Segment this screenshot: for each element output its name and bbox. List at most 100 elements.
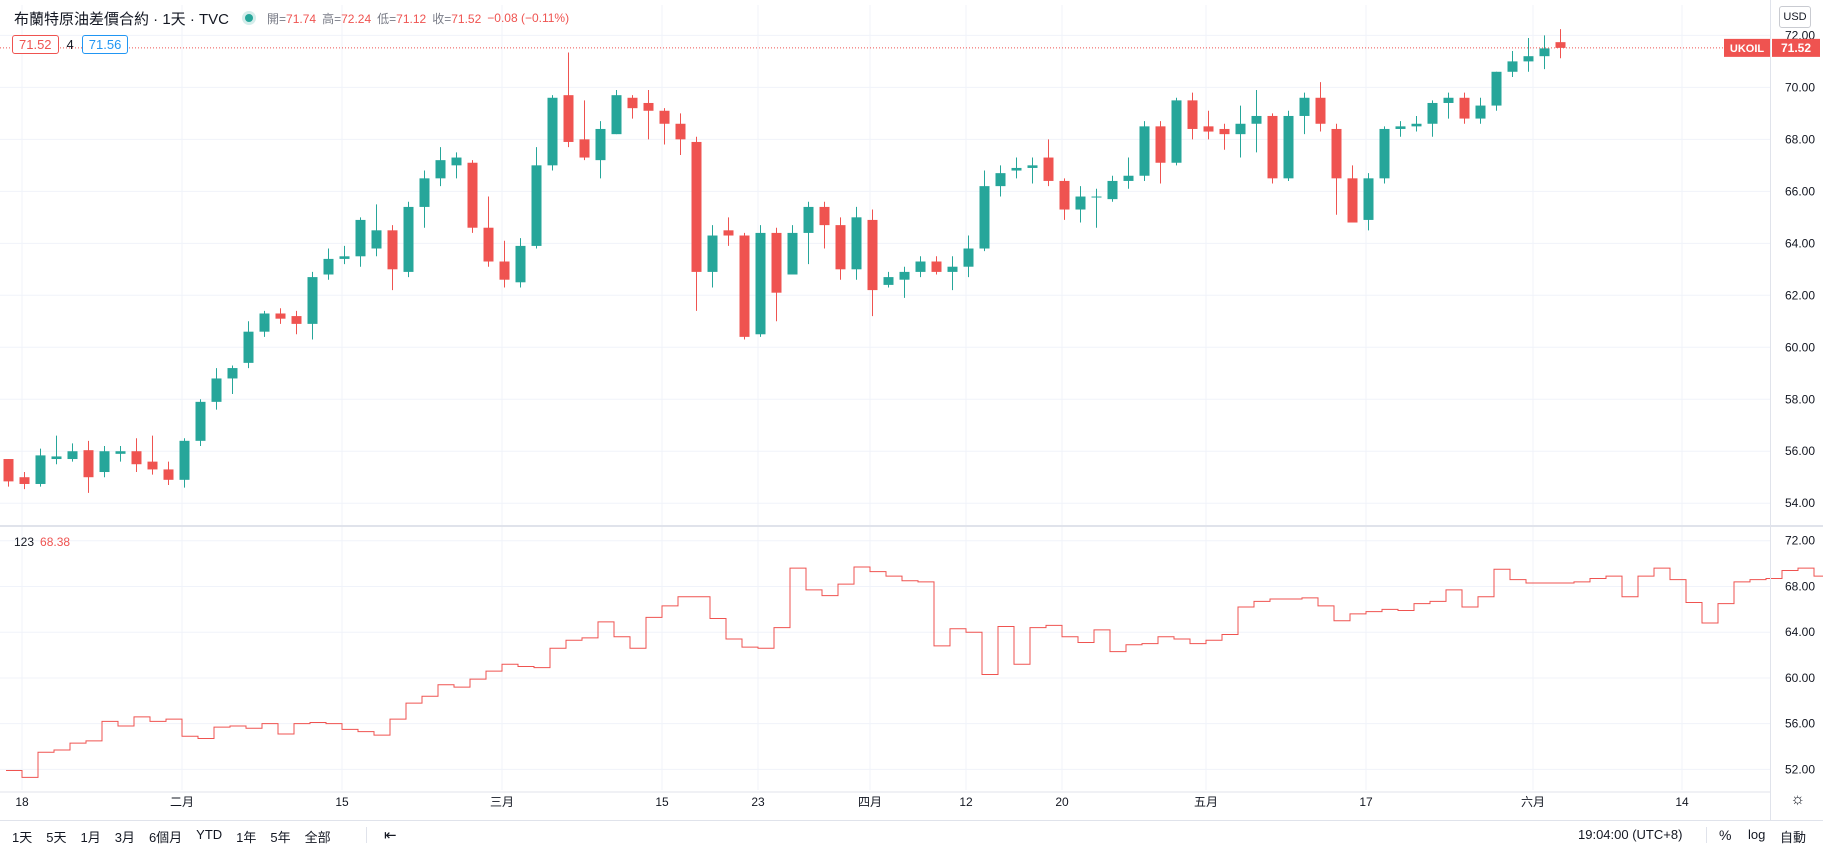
y-tick-label: 64.00: [1785, 236, 1815, 250]
candle-body: [899, 271, 910, 280]
candle-body: [147, 461, 158, 470]
candle-body: [1139, 126, 1150, 176]
range-5d[interactable]: 5天: [46, 830, 67, 845]
candle: [371, 204, 382, 257]
candle-body: [1011, 167, 1022, 171]
candle: [979, 170, 990, 252]
candle: [1123, 157, 1134, 189]
candle: [931, 256, 942, 275]
candle-body: [355, 219, 366, 257]
candle: [515, 238, 526, 288]
clock-display[interactable]: 19:04:00 (UTC+8): [1578, 827, 1683, 842]
range-1d[interactable]: 1天: [12, 830, 33, 845]
range-6m[interactable]: 6個月: [148, 830, 183, 845]
candle: [643, 89, 654, 140]
x-tick-label: 15: [335, 795, 349, 809]
range-all[interactable]: 全部: [304, 830, 331, 845]
candle-body: [307, 277, 318, 324]
candle-body: [723, 230, 734, 236]
range-selector: 1天 5天 1月 3月 6個月 YTD 1年 5年 全部: [12, 827, 345, 846]
candle: [1427, 100, 1438, 137]
chart-canvas[interactable]: 54.00 56.00 58.00 60.00 62.00 64.00 66.00 68.00…: [0, 0, 1823, 820]
candle-body: [435, 160, 446, 179]
candle: [1011, 157, 1022, 179]
candle: [1395, 121, 1406, 137]
candle-body: [387, 230, 398, 270]
x-tick-label: 四月: [858, 795, 882, 809]
candle: [1523, 37, 1534, 72]
candle: [963, 235, 974, 278]
candle: [1075, 186, 1086, 223]
candle-body: [739, 235, 750, 337]
candle: [227, 365, 238, 395]
indicator-y-tick-label: 60.00: [1785, 671, 1815, 685]
candle: [291, 310, 302, 335]
candle: [675, 113, 686, 155]
candle: [179, 438, 190, 488]
candle-body: [1459, 97, 1470, 119]
candle: [243, 321, 254, 369]
indicator-name[interactable]: 123: [14, 535, 35, 549]
candle: [1187, 92, 1198, 140]
candle-body: [627, 97, 638, 109]
x-tick-label: 18: [15, 795, 29, 809]
auto-scale-button[interactable]: 自動: [1780, 830, 1807, 845]
bid-ask-panel: 71.52 4 71.56: [12, 34, 129, 54]
candle-body: [1315, 97, 1326, 124]
indicator-y-tick-label: 68.00: [1785, 579, 1815, 593]
range-ytd[interactable]: YTD: [196, 827, 223, 842]
range-3m[interactable]: 3月: [114, 830, 135, 845]
candle: [1267, 113, 1278, 184]
toolbar-divider-2: [1706, 827, 1707, 843]
symbol-title[interactable]: 布蘭特原油差價合約 · 1天 · TVC: [14, 10, 230, 28]
ask-button[interactable]: 71.56: [81, 34, 129, 54]
candle-body: [579, 139, 590, 158]
candle-body: [403, 206, 414, 272]
candle-body: [419, 178, 430, 207]
candle: [419, 170, 430, 228]
candle: [451, 152, 462, 179]
spread-value: 4: [66, 36, 74, 52]
settings-gear-icon[interactable]: ☼: [1790, 791, 1805, 808]
candle-body: [531, 165, 542, 246]
candle-body: [1379, 128, 1390, 179]
range-1y[interactable]: 1年: [236, 830, 257, 845]
y-tick-label: 70.00: [1785, 80, 1815, 94]
x-tick-label: 二月: [170, 795, 194, 809]
candle-body: [1347, 178, 1358, 223]
candle-body: [35, 455, 46, 484]
x-tick-label: 23: [751, 795, 765, 809]
candle-body: [835, 225, 846, 270]
candle-body: [995, 173, 1006, 187]
currency-button[interactable]: USD: [1779, 6, 1811, 28]
bid-button[interactable]: 71.52: [12, 34, 59, 54]
market-status-icon: [245, 14, 254, 22]
range-1m[interactable]: 1月: [80, 830, 101, 845]
candle-body: [1283, 115, 1294, 179]
candle: [755, 225, 766, 337]
y-tick-label: 60.00: [1785, 340, 1815, 354]
x-tick-label: 三月: [490, 795, 514, 809]
date-range-icon[interactable]: ⇤: [384, 827, 397, 844]
x-tick-label: 五月: [1194, 795, 1218, 809]
candle: [1219, 123, 1230, 150]
candle-body: [1251, 115, 1262, 124]
log-scale-button[interactable]: log: [1748, 827, 1766, 842]
candle: [1235, 105, 1246, 158]
candle-body: [1539, 48, 1550, 57]
candle-body: [1299, 97, 1310, 116]
candle: [1091, 188, 1102, 228]
candle: [1315, 82, 1326, 132]
candle-body: [1075, 196, 1086, 210]
x-tick-label: 17: [1359, 795, 1373, 809]
percent-scale-button[interactable]: %: [1719, 827, 1732, 843]
candle-body: [963, 248, 974, 267]
range-5y[interactable]: 5年: [270, 830, 291, 845]
candle-body: [467, 162, 478, 228]
candle: [1283, 110, 1294, 181]
candle: [1043, 139, 1054, 187]
candle: [467, 160, 478, 233]
y-tick-label: 66.00: [1785, 184, 1815, 198]
x-tick-label: 20: [1055, 795, 1069, 809]
candle-body: [1027, 165, 1038, 168]
